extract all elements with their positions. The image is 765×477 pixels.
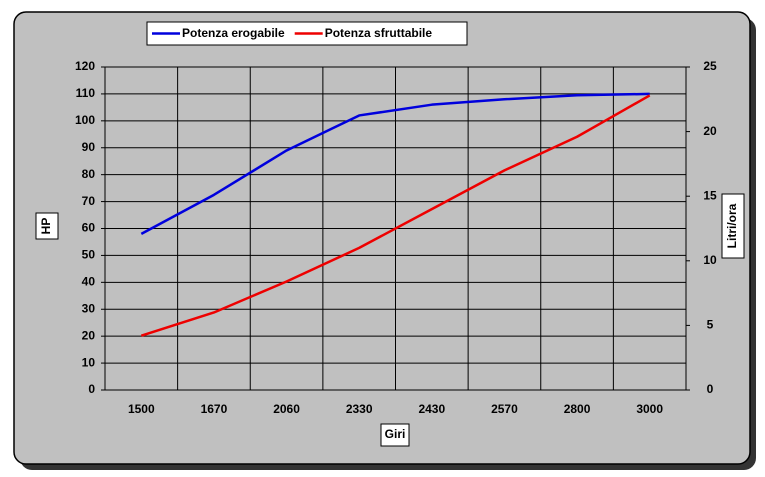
x-label-box [380,423,410,447]
series-line [140,94,651,337]
x-tick-label: 1670 [201,402,228,416]
y-tick-label: 120 [75,59,95,73]
x-tick-label: 2430 [418,402,445,416]
y-tick-label: 20 [82,328,96,342]
x-label: Giri [385,427,406,441]
y-tick-label: 80 [82,167,96,181]
y-tick-label: 60 [82,221,96,235]
x-tick-label: 2570 [491,402,518,416]
y2-tick-label: 0 [707,382,714,396]
series-line [140,92,650,235]
x-tick-label: 2800 [564,402,591,416]
x-tick-label: 2060 [273,402,300,416]
y2-label-box [721,193,745,259]
y-tick-label: 90 [82,140,96,154]
y-tick-label: 0 [88,382,95,396]
y2-tick-label: 20 [703,124,717,138]
y-tick-label: 30 [82,301,96,315]
y-label: HP [39,218,53,235]
y2-tick-label: 25 [703,59,717,73]
legend-label: Potenza sfruttabile [325,26,433,40]
y-label-box [35,212,59,240]
y2-tick-label: 15 [703,188,717,202]
x-tick-label: 2330 [346,402,373,416]
y-tick-label: 40 [82,275,96,289]
y-tick-label: 100 [75,113,95,127]
y2-tick-label: 10 [703,253,717,267]
x-tick-label: 3000 [636,402,663,416]
legend-label: Potenza erogabile [182,26,285,40]
x-tick-label: 1500 [128,402,155,416]
y-tick-label: 70 [82,194,96,208]
y-tick-label: 50 [82,248,96,262]
y-tick-label: 110 [76,86,96,100]
y-tick-label: 10 [82,355,96,369]
y2-label: Litri/ora [725,203,739,248]
y2-tick-label: 5 [707,318,714,332]
